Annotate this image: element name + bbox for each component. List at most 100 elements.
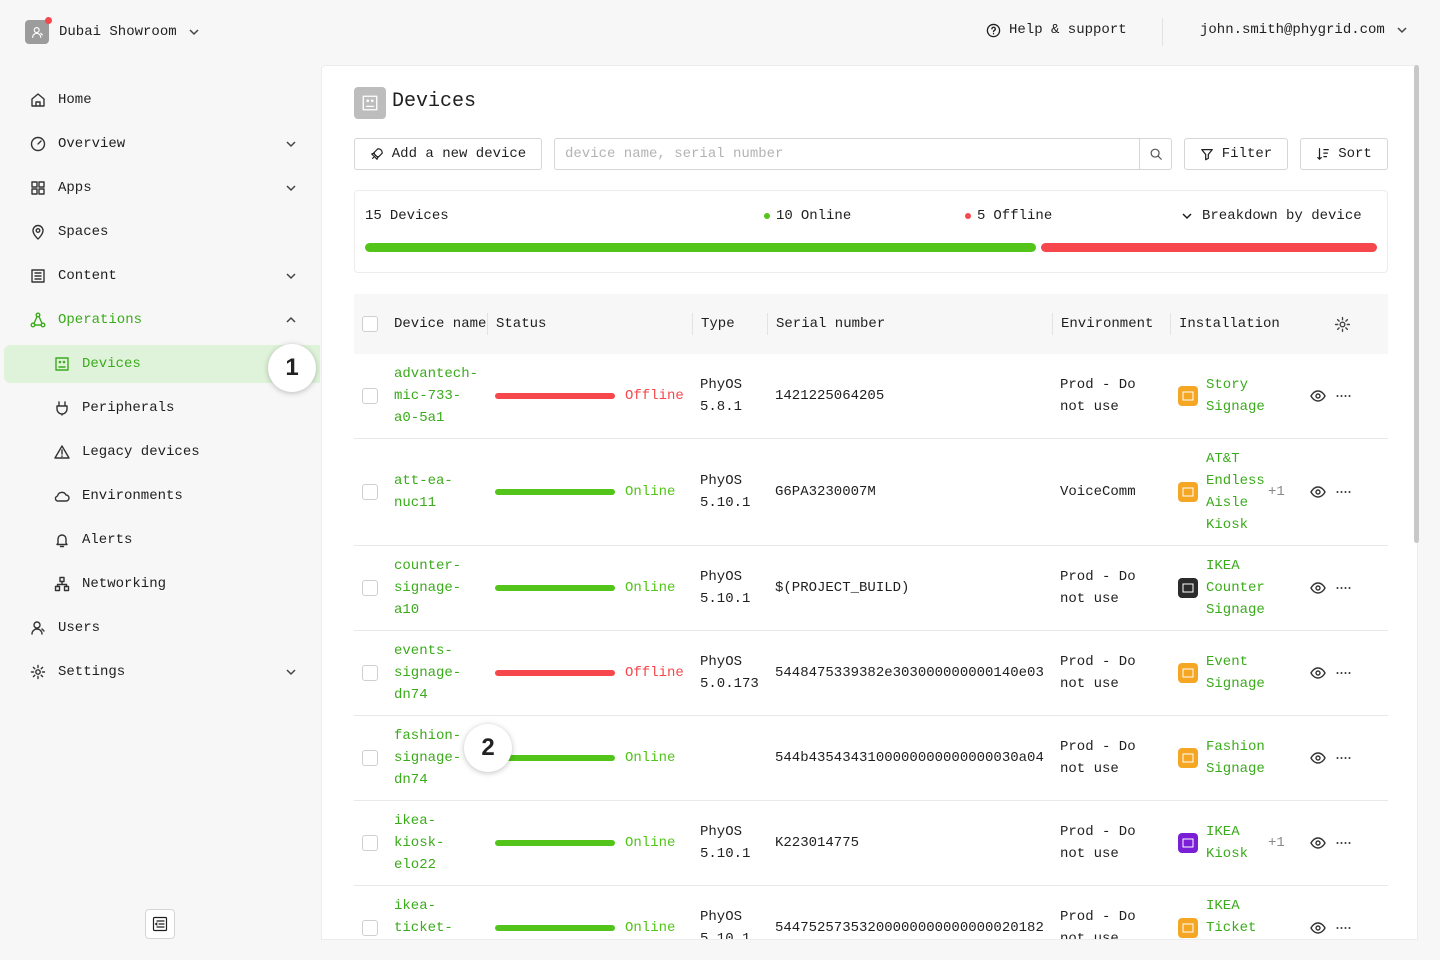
checkbox[interactable]	[362, 316, 378, 332]
icon-part	[370, 99, 374, 103]
nav-item[interactable]: Operations	[4, 301, 320, 339]
breakdown-toggle[interactable]: Breakdown by device	[1180, 208, 1362, 224]
device-name[interactable]: ikea-ticket-signage	[394, 898, 453, 936]
installation-name[interactable]: IKEA Kiosk	[1206, 824, 1249, 862]
checkbox[interactable]	[362, 665, 378, 681]
nav-label: Settings	[58, 664, 126, 680]
nav-icon	[52, 576, 72, 592]
icon-part	[1182, 923, 1194, 933]
nav-label: Peripherals	[82, 400, 175, 416]
nav-item[interactable]: Apps	[4, 169, 320, 207]
sort-button[interactable]: Sort	[1300, 138, 1388, 170]
add-device-button[interactable]: Add a new device	[354, 138, 542, 170]
cell: fashion-signage-dn74	[386, 716, 487, 800]
view-button[interactable]	[1310, 484, 1326, 500]
nav-subitem[interactable]: Legacy devices	[4, 433, 320, 471]
device-name[interactable]: events-signage-dn74	[394, 643, 462, 703]
more-button[interactable]	[1336, 671, 1352, 675]
nav-icon	[52, 356, 72, 372]
checkbox[interactable]	[362, 580, 378, 596]
more-button[interactable]	[1336, 841, 1352, 845]
view-button[interactable]	[1310, 665, 1326, 681]
nav-subitem[interactable]: Devices	[4, 345, 320, 383]
button-label: Sort	[1338, 146, 1372, 162]
more-button[interactable]	[1336, 490, 1352, 494]
help-link[interactable]: Help & support	[986, 22, 1127, 38]
cell	[354, 546, 386, 630]
installation-name[interactable]: IKEA Counter Signage	[1206, 558, 1265, 618]
view-button[interactable]	[1310, 920, 1326, 936]
view-button[interactable]	[1310, 388, 1326, 404]
icon-part	[1344, 672, 1347, 674]
installation-name[interactable]: Event Signage	[1206, 654, 1265, 692]
nav-item[interactable]: Overview	[4, 125, 320, 163]
header-cell: Status	[487, 294, 692, 354]
device-name[interactable]: fashion-signage-dn74	[394, 728, 462, 788]
cell: att-ea-nuc11	[386, 439, 487, 545]
status-dot	[764, 213, 770, 219]
nav-item[interactable]: Users	[4, 609, 320, 647]
checkbox[interactable]	[362, 484, 378, 500]
nav-item[interactable]: Home	[4, 81, 320, 119]
icon-part	[54, 576, 70, 592]
installation-name[interactable]: AT&T Endless Aisle Kiosk	[1206, 451, 1265, 533]
icon-part	[1182, 838, 1194, 848]
icon-part	[31, 181, 38, 188]
search-box[interactable]: device name, serial number	[554, 138, 1172, 170]
scrollbar[interactable]	[1414, 65, 1419, 543]
more-button[interactable]	[1336, 394, 1352, 398]
icon-part	[1150, 148, 1162, 160]
installation-name[interactable]: Fashion Signage	[1206, 739, 1265, 777]
more-button[interactable]	[1336, 756, 1352, 760]
icon-part	[30, 136, 46, 152]
nav-subitem[interactable]: Environments	[4, 477, 320, 515]
view-button[interactable]	[1310, 580, 1326, 596]
header-cell[interactable]	[1288, 294, 1388, 354]
icon-part	[1310, 922, 1326, 934]
nav-subitem[interactable]: Peripherals	[4, 389, 320, 427]
more-button[interactable]	[1336, 926, 1352, 930]
icon-part	[1315, 393, 1321, 399]
nav-subitem[interactable]: Alerts	[4, 521, 320, 559]
checkbox[interactable]	[362, 750, 378, 766]
search-icon[interactable]	[1139, 139, 1171, 169]
icon-part	[1340, 587, 1343, 589]
icon-part	[1182, 668, 1194, 678]
checkbox[interactable]	[362, 388, 378, 404]
view-button[interactable]	[1310, 750, 1326, 766]
nav-subitem[interactable]: Networking	[4, 565, 320, 603]
device-name[interactable]: att-ea-nuc11	[394, 473, 453, 511]
icon-part	[1310, 582, 1326, 594]
icon-part	[54, 491, 70, 502]
nav-item[interactable]: Settings	[4, 653, 320, 691]
cell: PhyOS 5.10.1	[692, 886, 767, 939]
nav-item[interactable]: Content	[4, 257, 320, 295]
installation-name[interactable]: IKEA Ticket Signage	[1206, 898, 1257, 936]
icon-part	[1348, 491, 1351, 493]
workspace-switcher[interactable]: Dubai Showroom	[25, 17, 201, 44]
checkbox[interactable]	[362, 835, 378, 851]
cell	[1288, 886, 1388, 939]
icon-part	[1348, 395, 1351, 397]
nav-item[interactable]: Spaces	[4, 213, 320, 251]
checkbox[interactable]	[362, 920, 378, 936]
user-menu[interactable]: john.smith@phygrid.com	[1200, 22, 1409, 38]
device-name[interactable]: counter-signage-a10	[394, 558, 462, 618]
icon-part	[286, 316, 296, 323]
filter-button[interactable]: Filter	[1184, 138, 1288, 170]
icon-part	[152, 916, 168, 932]
icon-part	[1397, 27, 1407, 34]
device-name[interactable]: ikea-kiosk-elo22	[394, 813, 445, 873]
view-button[interactable]	[1310, 835, 1326, 851]
icon-part	[1150, 148, 1160, 158]
icon-part	[362, 95, 378, 111]
icon-part	[286, 273, 296, 280]
device-type: PhyOS 5.10.1	[700, 569, 751, 607]
icon-part	[1348, 757, 1351, 759]
icon-part	[1338, 320, 1346, 328]
device-name[interactable]: advantech-mic-733-a0-5a1	[394, 366, 479, 426]
installation-name[interactable]: Story Signage	[1206, 377, 1265, 415]
collapse-sidebar-button[interactable]	[145, 909, 175, 939]
more-button[interactable]	[1336, 586, 1352, 590]
